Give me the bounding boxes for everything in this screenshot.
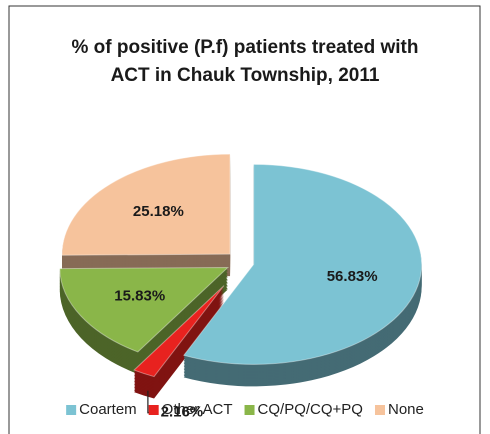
legend-label: CQ/PQ/CQ+PQ: [258, 401, 363, 418]
legend-label: Other ACT: [162, 401, 233, 418]
slice: [59, 266, 230, 353]
data-label: 56.83%: [327, 268, 378, 285]
data-label: 2.16%: [161, 404, 204, 421]
legend-label: Coartem: [79, 401, 137, 418]
slice: [61, 153, 231, 256]
chart-title: % of positive (P.f) patients treated wit…: [71, 37, 419, 86]
legend: Coartem Other ACT CQ/PQ/CQ+PQ None: [66, 401, 424, 418]
data-label: 15.83%: [114, 288, 165, 305]
legend-label: None: [388, 401, 424, 418]
legend-swatch: [244, 405, 255, 415]
legend-swatch: [148, 405, 159, 415]
slice: [182, 163, 423, 365]
data-label: 25.18%: [133, 203, 184, 220]
legend-swatch: [66, 405, 77, 415]
chart-border: [8, 5, 481, 434]
slice: [133, 285, 225, 378]
legend-swatch: [374, 405, 385, 415]
